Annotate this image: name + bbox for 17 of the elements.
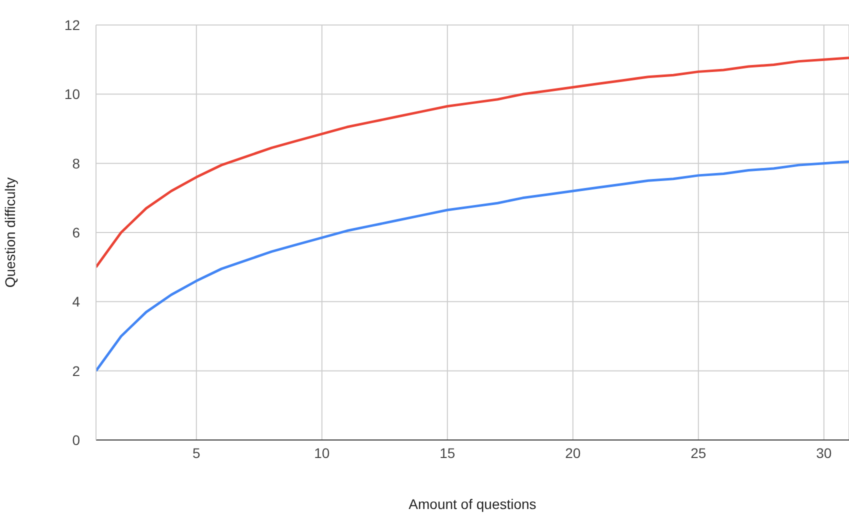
y-tick-label: 0: [72, 432, 80, 448]
y-tick-label: 2: [72, 362, 80, 379]
x-tick-label: 30: [816, 444, 832, 461]
line-series: [96, 56, 849, 268]
x-tick-label: 5: [192, 444, 200, 461]
y-tick-label: 6: [72, 224, 80, 240]
x-tick-label: 15: [440, 444, 456, 461]
x-tick-label: 25: [690, 444, 706, 461]
x-tick-label: 20: [565, 444, 581, 461]
y-tick-label: 12: [64, 16, 80, 33]
x-axis-title: Amount of questions: [408, 496, 536, 512]
y-tick-label: 4: [72, 294, 80, 310]
line-series: [96, 160, 849, 372]
y-tick-label: 8: [72, 155, 80, 172]
y-tick-label: 10: [64, 86, 80, 102]
x-tick-label: 10: [314, 444, 330, 461]
y-axis-title: Question difficulty: [2, 177, 18, 288]
